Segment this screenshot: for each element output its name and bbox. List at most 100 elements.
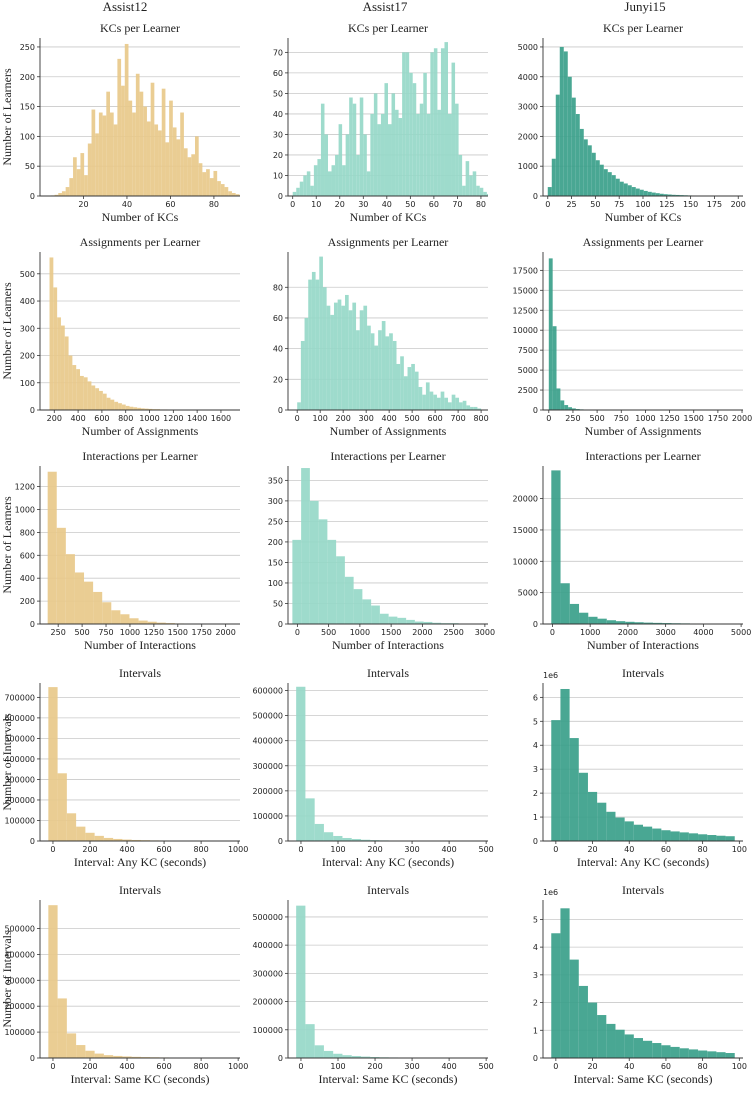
- histogram-bar: [597, 802, 607, 841]
- histogram-bar: [625, 621, 635, 624]
- histogram-bar: [458, 154, 463, 196]
- histogram-bar: [156, 622, 166, 624]
- histogram-bar: [563, 51, 568, 196]
- axis-spines: [287, 900, 488, 1059]
- y-tick-label: 300000: [4, 775, 35, 784]
- histogram-bar: [624, 821, 634, 841]
- histogram-bar: [333, 835, 343, 841]
- histogram-bar: [588, 616, 598, 624]
- histogram-bar: [94, 835, 104, 841]
- histogram-bar: [93, 591, 103, 624]
- histogram-bar: [396, 363, 401, 410]
- y-tick-label: 0: [278, 192, 283, 201]
- histogram-bar: [564, 405, 569, 410]
- x-tick-label: 0: [550, 628, 555, 637]
- x-tick-label: 2000: [732, 414, 752, 423]
- histogram-bar: [579, 612, 589, 624]
- y-tick-label: 5000: [518, 43, 538, 52]
- panel-title: Intervals: [622, 883, 664, 897]
- x-tick-label: 600: [427, 414, 442, 423]
- histogram-bar: [575, 114, 580, 196]
- histogram-bar: [569, 959, 579, 1058]
- histogram-bar: [414, 621, 424, 624]
- histogram-bar: [348, 310, 353, 410]
- histogram-bar: [106, 397, 111, 410]
- y-tick-label: 100000: [4, 816, 35, 825]
- x-tick-label: 200: [82, 845, 97, 854]
- histogram-bar: [603, 169, 608, 196]
- histogram-bar: [448, 113, 452, 196]
- y-tick-label: 1000: [518, 162, 538, 171]
- y-tick-label: 60: [273, 69, 283, 78]
- histogram-bar: [102, 393, 107, 410]
- histogram-bar: [652, 828, 662, 841]
- x-tick-label: 1750: [192, 628, 212, 637]
- histogram-bar: [296, 187, 300, 196]
- y-tick-label: 20: [273, 375, 283, 384]
- histogram-panel-kcs-assist17: 0 10 20 30 40 50 60 70 0 10 20 30 40 50 60 70 80 KCs per …: [273, 21, 488, 224]
- histogram-bar: [479, 187, 484, 196]
- histogram-bar: [165, 142, 170, 196]
- histogram-bar: [352, 103, 357, 196]
- histogram-bar: [483, 191, 487, 196]
- histogram-bar: [133, 407, 138, 410]
- y-tick-label: 800: [20, 528, 35, 537]
- y-tick-label: 50: [273, 89, 283, 98]
- histogram-bar: [643, 1040, 653, 1058]
- histogram-bar: [379, 613, 389, 624]
- y-tick-label: 1: [533, 813, 538, 822]
- panel-title: Intervals: [367, 666, 409, 680]
- histogram-bar: [336, 556, 345, 624]
- x-tick-label: 0: [295, 628, 300, 637]
- histogram-bar: [391, 93, 396, 196]
- y-tick-label: 100: [268, 579, 283, 588]
- histogram-bar: [373, 93, 378, 196]
- histogram-bar: [195, 136, 199, 196]
- x-tick-label: 0: [545, 200, 550, 209]
- histogram-bar: [131, 1056, 141, 1058]
- histogram-bar: [140, 408, 145, 410]
- histogram-bar: [615, 817, 625, 841]
- histogram-bar: [319, 256, 323, 410]
- histogram-bar: [663, 194, 668, 196]
- histogram-bar: [653, 622, 663, 624]
- histogram-bar: [578, 772, 588, 841]
- x-tick-label: 1500: [684, 414, 704, 423]
- histogram-bar: [120, 614, 130, 624]
- histogram-bar: [110, 399, 115, 410]
- histogram-bar: [359, 310, 364, 410]
- histogram-bar: [433, 394, 437, 410]
- histogram-bar: [548, 258, 553, 410]
- y-tick-label: 80: [273, 283, 283, 292]
- x-tick-label: 400: [119, 1062, 134, 1071]
- x-tick-label: 400: [119, 845, 134, 854]
- axis-spines: [287, 683, 488, 842]
- x-tick-label: 500: [479, 1062, 494, 1071]
- x-tick-label: 700: [450, 414, 465, 423]
- histogram-bar: [616, 621, 626, 624]
- y-tick-label: 0: [533, 837, 538, 846]
- panel-title: Interactions per Learner: [585, 449, 700, 463]
- x-tick-label: 1750: [708, 414, 728, 423]
- histogram-bar: [65, 187, 70, 196]
- histogram-bar: [455, 397, 460, 410]
- histogram-bar: [102, 602, 112, 624]
- histogram-bar: [124, 43, 129, 196]
- histogram-bar: [103, 837, 114, 841]
- histogram-bar: [555, 94, 560, 196]
- histogram-bar: [308, 279, 312, 410]
- histogram-bar: [309, 500, 319, 624]
- y-tick-label: 60: [273, 314, 283, 323]
- x-tick-label: 500: [589, 414, 604, 423]
- histogram-bar: [110, 112, 114, 196]
- histogram-bar: [345, 294, 349, 410]
- histogram-bar: [422, 394, 426, 410]
- histogram-bar: [213, 170, 218, 196]
- histogram-bar: [57, 998, 67, 1058]
- histogram-bar: [643, 190, 648, 196]
- x-tick-label: 20: [587, 1062, 597, 1071]
- histogram-bar: [326, 305, 331, 410]
- histogram-bar: [597, 1015, 607, 1058]
- histogram-bar: [567, 76, 572, 196]
- y-tick-label: 200: [268, 538, 283, 547]
